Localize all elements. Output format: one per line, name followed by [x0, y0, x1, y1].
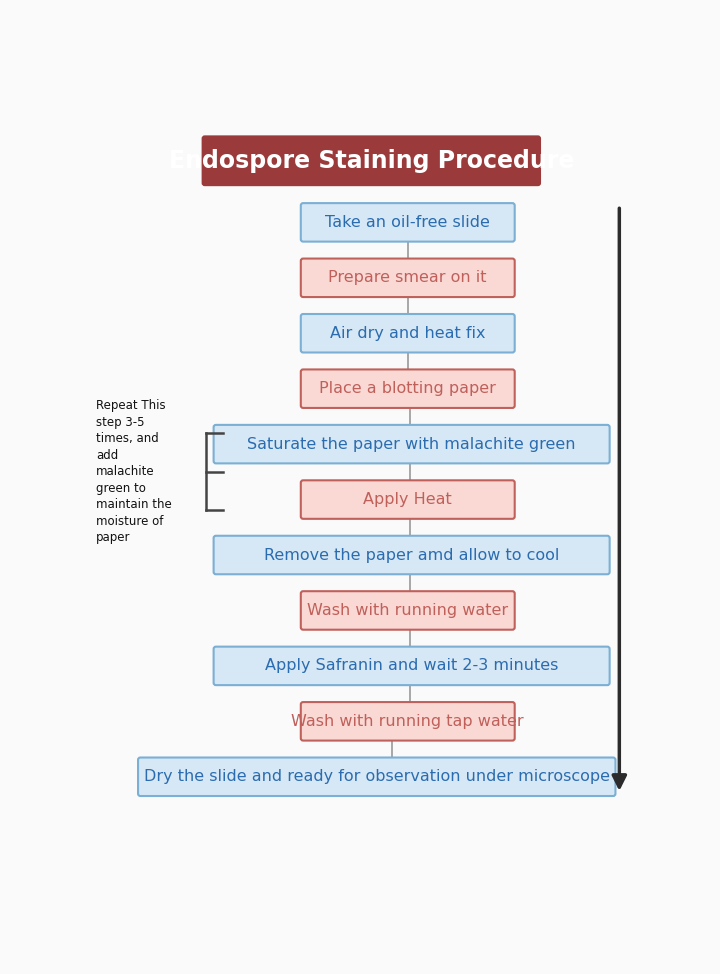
Text: Saturate the paper with malachite green: Saturate the paper with malachite green: [248, 436, 576, 452]
FancyBboxPatch shape: [301, 702, 515, 740]
Text: Prepare smear on it: Prepare smear on it: [328, 271, 487, 285]
Text: Remove the paper amd allow to cool: Remove the paper amd allow to cool: [264, 547, 559, 563]
Text: Apply Safranin and wait 2-3 minutes: Apply Safranin and wait 2-3 minutes: [265, 658, 558, 673]
FancyBboxPatch shape: [301, 314, 515, 353]
Text: Apply Heat: Apply Heat: [364, 492, 452, 507]
Text: Wash with running tap water: Wash with running tap water: [292, 714, 524, 729]
Text: Place a blotting paper: Place a blotting paper: [319, 381, 496, 396]
FancyBboxPatch shape: [301, 369, 515, 408]
FancyBboxPatch shape: [214, 647, 610, 685]
Text: Dry the slide and ready for observation under microscope: Dry the slide and ready for observation …: [144, 769, 610, 784]
Text: Wash with running water: Wash with running water: [307, 603, 508, 618]
Text: Repeat This
step 3-5
times, and
add
malachite
green to
maintain the
moisture of
: Repeat This step 3-5 times, and add mala…: [96, 399, 172, 544]
Text: Take an oil-free slide: Take an oil-free slide: [325, 215, 490, 230]
FancyBboxPatch shape: [301, 480, 515, 519]
FancyBboxPatch shape: [202, 135, 541, 186]
FancyBboxPatch shape: [214, 425, 610, 464]
FancyBboxPatch shape: [301, 258, 515, 297]
Text: Endospore Staining Procedure: Endospore Staining Procedure: [168, 149, 574, 172]
Text: Air dry and heat fix: Air dry and heat fix: [330, 325, 485, 341]
FancyBboxPatch shape: [214, 536, 610, 575]
FancyBboxPatch shape: [138, 758, 616, 796]
FancyBboxPatch shape: [301, 591, 515, 630]
FancyBboxPatch shape: [301, 204, 515, 242]
